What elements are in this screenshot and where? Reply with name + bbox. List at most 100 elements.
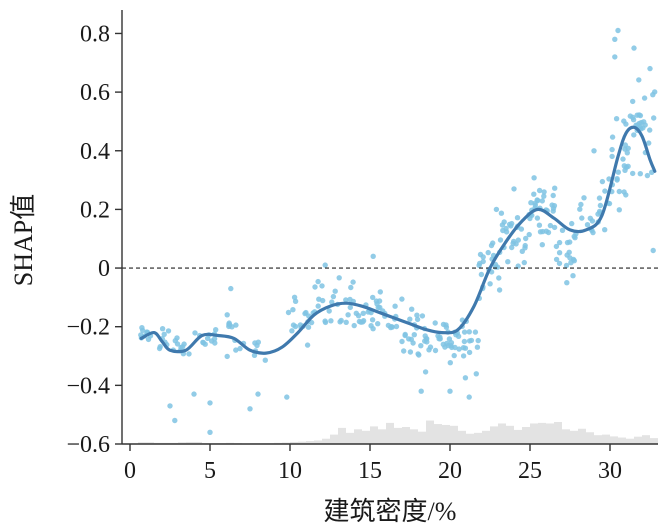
data-point bbox=[285, 309, 292, 316]
data-point bbox=[496, 287, 503, 293]
histogram-bar bbox=[282, 442, 290, 444]
histogram-bar bbox=[290, 441, 298, 444]
histogram-bar bbox=[530, 423, 538, 444]
histogram-bar bbox=[426, 420, 434, 444]
data-point bbox=[511, 186, 517, 192]
data-point bbox=[452, 344, 458, 351]
data-point bbox=[328, 318, 334, 324]
data-point bbox=[167, 403, 173, 409]
data-point bbox=[369, 317, 376, 323]
histogram-bar bbox=[618, 437, 626, 444]
data-point bbox=[456, 346, 462, 352]
x-ticks: 0 5 10 15 20 25 30 bbox=[124, 444, 622, 484]
data-point bbox=[409, 306, 415, 312]
data-point bbox=[623, 192, 629, 198]
density-histogram bbox=[138, 420, 658, 444]
histogram-bar bbox=[378, 429, 386, 444]
data-point bbox=[319, 283, 325, 289]
data-point bbox=[636, 77, 642, 83]
data-point bbox=[506, 221, 513, 228]
data-point bbox=[322, 318, 328, 324]
data-point bbox=[347, 304, 353, 311]
data-point bbox=[312, 284, 318, 290]
y-tick-label: −0.6 bbox=[66, 432, 110, 458]
data-point bbox=[179, 344, 186, 350]
data-point bbox=[336, 275, 342, 281]
data-point bbox=[290, 307, 296, 313]
histogram-bar bbox=[514, 429, 522, 444]
data-point bbox=[631, 45, 637, 51]
data-point bbox=[550, 192, 556, 199]
data-point bbox=[477, 251, 484, 258]
data-point bbox=[591, 148, 597, 154]
histogram-bar bbox=[466, 433, 474, 444]
histogram-bar bbox=[586, 432, 594, 444]
data-point bbox=[200, 339, 206, 345]
data-point bbox=[541, 193, 547, 199]
data-point bbox=[497, 237, 504, 243]
data-point bbox=[536, 187, 543, 194]
histogram-bar bbox=[570, 430, 578, 444]
data-point bbox=[174, 341, 181, 347]
data-point bbox=[563, 262, 570, 269]
data-point bbox=[473, 371, 479, 377]
data-point bbox=[461, 329, 468, 335]
data-point bbox=[161, 331, 167, 337]
data-point bbox=[596, 195, 603, 201]
data-point bbox=[453, 332, 459, 338]
data-point bbox=[571, 258, 577, 264]
data-point bbox=[370, 294, 376, 301]
data-point bbox=[531, 175, 537, 181]
data-point bbox=[462, 375, 469, 381]
data-point bbox=[650, 247, 656, 254]
data-point bbox=[609, 134, 616, 140]
histogram-bar bbox=[442, 424, 450, 444]
data-point bbox=[353, 310, 359, 316]
histogram-bar bbox=[626, 438, 634, 444]
data-point bbox=[251, 352, 258, 358]
data-point bbox=[630, 98, 636, 105]
data-point bbox=[521, 259, 527, 266]
x-tick-label: 10 bbox=[278, 458, 302, 484]
data-point bbox=[315, 278, 321, 285]
data-point bbox=[547, 222, 554, 229]
data-point bbox=[302, 310, 308, 317]
data-point bbox=[416, 352, 422, 358]
data-point bbox=[571, 233, 577, 240]
data-point bbox=[474, 344, 481, 350]
x-tick-label: 15 bbox=[358, 458, 382, 484]
y-tick-label: −0.2 bbox=[66, 315, 110, 341]
y-tick-label: 0.2 bbox=[80, 197, 110, 223]
data-point bbox=[370, 253, 376, 259]
data-point bbox=[532, 202, 538, 208]
data-point bbox=[207, 429, 213, 435]
data-point bbox=[515, 237, 521, 243]
data-point bbox=[402, 332, 408, 339]
x-axis-title: 建筑密度/% bbox=[324, 497, 457, 526]
histogram-bar bbox=[490, 426, 498, 444]
histogram-bar bbox=[506, 425, 514, 444]
data-point bbox=[621, 118, 627, 124]
data-point bbox=[229, 324, 235, 330]
data-point bbox=[460, 345, 467, 351]
data-point bbox=[424, 339, 430, 345]
data-point bbox=[472, 329, 479, 335]
data-point bbox=[224, 353, 230, 360]
data-point bbox=[612, 54, 618, 60]
histogram-bar bbox=[298, 441, 306, 444]
data-point bbox=[399, 296, 405, 302]
x-tick-label: 0 bbox=[124, 458, 136, 484]
data-point bbox=[211, 336, 218, 342]
data-point bbox=[564, 280, 570, 286]
data-point bbox=[330, 293, 337, 300]
histogram-bar bbox=[650, 438, 658, 444]
data-point bbox=[237, 345, 243, 352]
data-point bbox=[332, 288, 338, 294]
data-point bbox=[651, 115, 657, 121]
y-tick-label: 0.6 bbox=[80, 80, 110, 106]
data-point bbox=[304, 342, 311, 348]
histogram-bar bbox=[314, 440, 322, 444]
data-point bbox=[498, 210, 505, 216]
data-point bbox=[329, 299, 335, 305]
y-axis-title: SHAP值 bbox=[9, 194, 38, 286]
